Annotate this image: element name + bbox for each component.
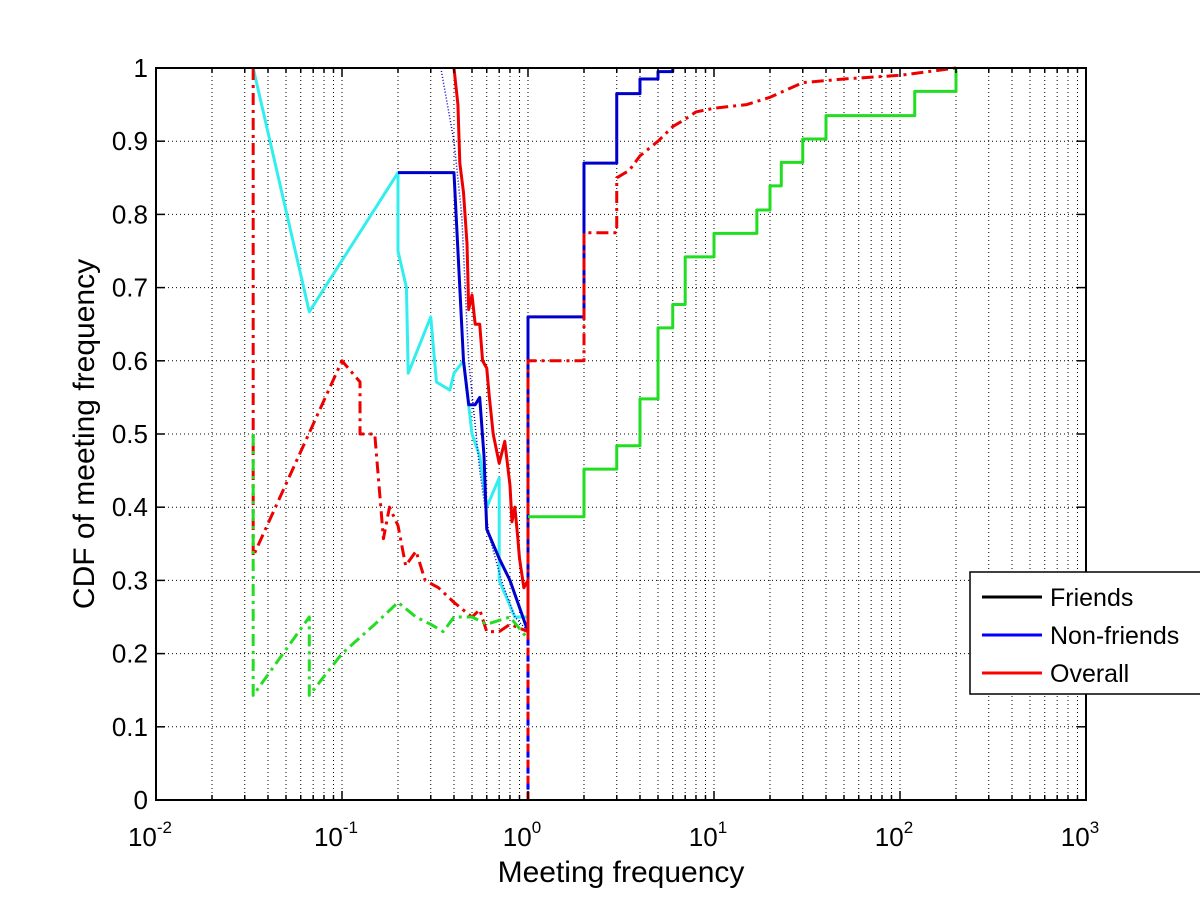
- series-line-5: [251, 434, 530, 697]
- axis-ticks: [155, 67, 1087, 801]
- series-group: [251, 66, 958, 800]
- legend-label: Non-friends: [1050, 622, 1179, 650]
- x-tick-label: 10-2: [128, 818, 172, 852]
- x-tick-label: 102: [875, 818, 913, 852]
- y-axis-label: CDF of meeting frequency: [68, 259, 101, 609]
- series-line-6: [528, 68, 958, 519]
- x-tick-label-base: 10: [314, 822, 343, 852]
- y-tick-label: 1: [134, 53, 148, 83]
- x-tick-label-exponent: 2: [904, 818, 913, 837]
- y-tick-label: 0.7: [112, 273, 148, 303]
- y-tick-label: 0.5: [112, 419, 148, 449]
- x-axis-label: Meeting frequency: [498, 856, 745, 889]
- x-tick-label-base: 10: [503, 822, 532, 852]
- x-tick-label-base: 10: [689, 822, 718, 852]
- y-tick-labels: 0 0.1 0.2 0.3 0.4 0.5 0.6 0.7 0.8 0.9 1: [112, 53, 148, 815]
- series-line-3: [452, 67, 530, 632]
- series-line-2: [440, 67, 529, 633]
- x-tick-label-base: 10: [1061, 822, 1090, 852]
- legend: Friends Non-friends Overall: [969, 571, 1200, 695]
- legend-label: Friends: [1050, 584, 1133, 612]
- y-tick-label: 0: [134, 785, 148, 815]
- grid: [156, 68, 1086, 800]
- y-tick-label: 0.1: [112, 712, 148, 742]
- x-tick-label-exponent: -2: [157, 818, 172, 837]
- x-tick-label: 103: [1061, 818, 1099, 852]
- series-line-4: [251, 66, 957, 634]
- x-tick-label-exponent: 1: [718, 818, 727, 837]
- x-tick-label-base: 10: [875, 822, 904, 852]
- y-tick-label: 0.9: [112, 126, 148, 156]
- x-tick-label: 10-1: [314, 818, 358, 852]
- y-tick-label: 0.3: [112, 565, 148, 595]
- series-line-0: [251, 67, 528, 619]
- series-line-1: [397, 68, 675, 634]
- x-tick-label: 101: [689, 818, 727, 852]
- x-tick-label: 100: [503, 818, 541, 852]
- x-tick-label-exponent: 0: [532, 818, 541, 837]
- y-tick-label: 0.2: [112, 639, 148, 669]
- y-tick-label: 0.8: [112, 199, 148, 229]
- legend-label: Overall: [1050, 660, 1129, 688]
- x-tick-label-exponent: 3: [1090, 818, 1099, 837]
- y-tick-label: 0.4: [112, 492, 148, 522]
- x-tick-labels: 10-2 10-1 100 101 102 103: [128, 818, 1099, 852]
- x-tick-label-exponent: -1: [343, 818, 358, 837]
- y-tick-label: 0.6: [112, 346, 148, 376]
- x-tick-label-base: 10: [128, 822, 157, 852]
